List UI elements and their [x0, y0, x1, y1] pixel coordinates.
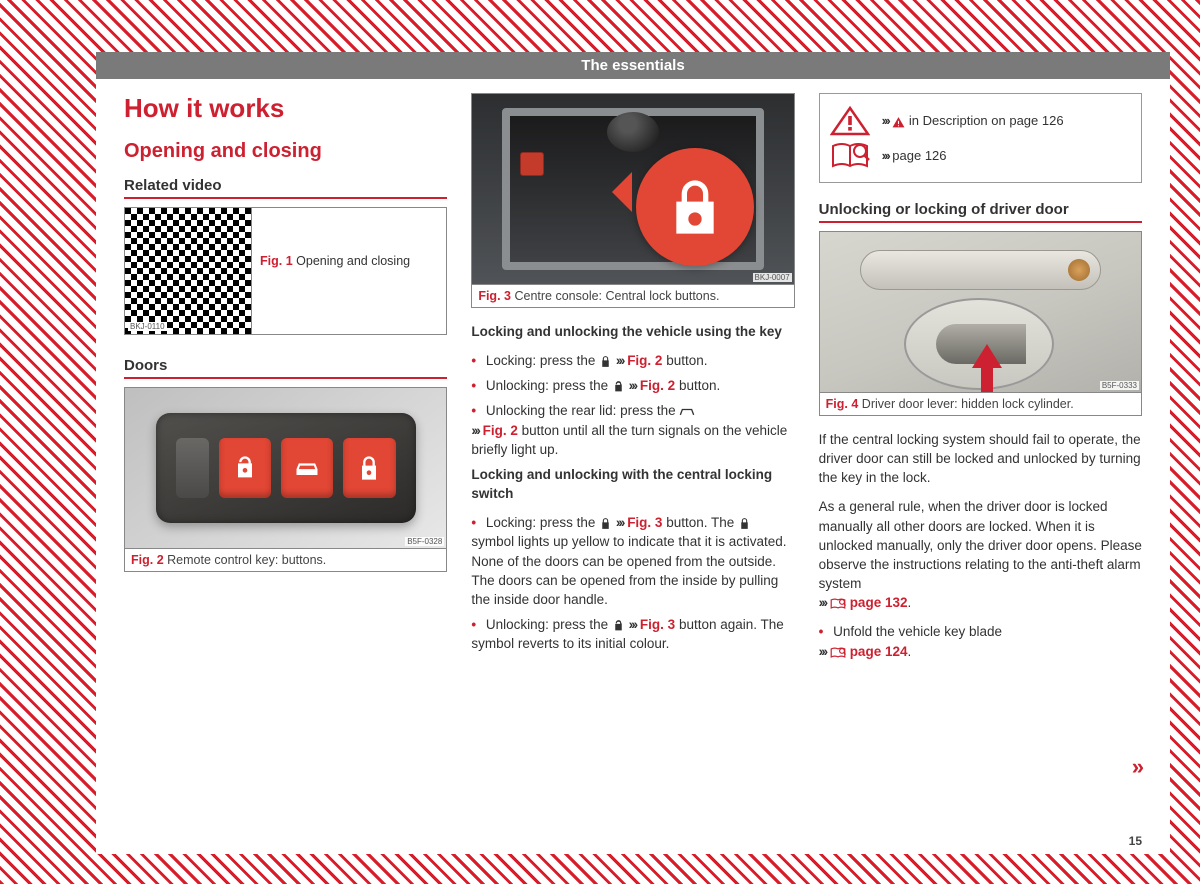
gear-knob-icon [607, 112, 659, 152]
bullet-central-lock: Locking: press the ››› Fig. 3 button. Th… [471, 513, 794, 609]
figure-3-image: BKJ-0007 [472, 94, 793, 284]
figure-1-caption: Opening and closing [296, 254, 410, 268]
driver-door-title: Unlocking or locking of driver door [819, 201, 1142, 223]
lock-callout-circle [636, 148, 754, 266]
columns-wrapper: How it works Opening and closing Related… [96, 93, 1170, 677]
reference-text: page 126 [892, 148, 946, 163]
sub-heading: Opening and closing [124, 140, 447, 163]
bullet-rear-lid: Unlocking the rear lid: press the ››› Fi… [471, 401, 794, 458]
reference-chevron-icon: ››› [629, 617, 637, 632]
reference-chevron-icon: ››› [819, 595, 827, 610]
warning-icon [830, 106, 870, 136]
reference-row-warning: ››› in Description on page 126 [830, 106, 1131, 136]
small-lock-button-icon [520, 152, 544, 176]
bullet-lock-key: Locking: press the ››› Fig. 2 button. [471, 351, 794, 370]
figure-2-box: B5F-0328 Fig. 2 Remote control key: butt… [124, 387, 447, 572]
lock-icon [663, 175, 727, 239]
header-bar: The essentials [96, 52, 1170, 79]
page-reference: page 124 [850, 644, 908, 659]
bullet-unlock-key: Unlocking: press the ››› Fig. 2 button. [471, 376, 794, 395]
figure-4-label: Fig. 4 [826, 397, 859, 411]
reference-chevron-icon: ››› [629, 378, 637, 393]
image-id-label: B5F-0328 [405, 537, 444, 546]
figure-2-label: Fig. 2 [131, 553, 164, 567]
figure-3-label: Fig. 3 [478, 289, 511, 303]
lock-closed-icon [599, 517, 612, 530]
main-heading: How it works [124, 93, 447, 124]
reference-chevron-icon: ››› [616, 515, 624, 530]
unlock-button-icon [219, 438, 271, 498]
lock-closed-icon [738, 517, 751, 530]
figure-4-caption: Driver door lever: hidden lock cylinder. [862, 397, 1074, 411]
column-3: ››› in Description on page 126 ››› [819, 93, 1142, 667]
figure-2-image: B5F-0328 [125, 388, 446, 548]
reference-chevron-icon: ››› [882, 113, 889, 128]
lock-indicator-icon [1068, 259, 1090, 281]
subheading-central-switch: Locking and unlocking with the central l… [471, 465, 794, 503]
arrow-up-icon [972, 344, 1002, 392]
reference-chevron-icon: ››› [471, 423, 479, 438]
page-number: 15 [1129, 834, 1142, 848]
reference-chevron-icon: ››› [882, 148, 889, 163]
figure-4-caption-bar: Fig. 4 Driver door lever: hidden lock cy… [820, 392, 1141, 415]
bullet-central-unlock: Unlocking: press the ››› Fig. 3 button a… [471, 615, 794, 653]
figure-1-label: Fig. 1 [260, 254, 293, 268]
book-magnifier-icon [830, 646, 846, 659]
figure-2-caption: Remote control key: buttons. [167, 553, 326, 567]
figure-3-caption-bar: Fig. 3 Centre console: Central lock butt… [472, 284, 793, 307]
door-handle-icon [860, 250, 1101, 290]
page-container: The essentials How it works Opening and … [96, 52, 1170, 854]
image-id-label: BKJ-0110 [128, 322, 167, 331]
column-1: How it works Opening and closing Related… [124, 93, 447, 667]
qr-code-icon: BKJ-0110 [124, 207, 252, 335]
figure-3-caption: Centre console: Central lock buttons. [514, 289, 719, 303]
fig-reference: Fig. 2 [640, 378, 675, 393]
doors-title: Doors [124, 357, 447, 379]
subheading-key: Locking and unlocking the vehicle using … [471, 322, 794, 341]
figure-4-image: B5F-0333 [820, 232, 1141, 392]
reference-box: ››› in Description on page 126 ››› [819, 93, 1142, 183]
page-reference: page 132 [850, 595, 908, 610]
reference-text: in Description on page 126 [909, 113, 1064, 128]
figure-1-caption-cell: Fig. 1 Opening and closing [252, 207, 447, 335]
book-magnifier-icon [830, 597, 846, 610]
lock-closed-icon [599, 355, 612, 368]
key-blade-icon [176, 438, 209, 498]
column-2: BKJ-0007 Fig. 3 Centre console: Central … [471, 93, 794, 667]
image-id-label: B5F-0333 [1100, 381, 1139, 390]
reference-chevron-icon: ››› [616, 353, 624, 368]
rear-lid-icon [679, 406, 695, 417]
warning-small-icon [892, 116, 905, 129]
fig-reference: Fig. 3 [627, 515, 662, 530]
lock-button-icon [343, 438, 395, 498]
bullet-unfold-key: Unfold the vehicle key blade ››› page 12… [819, 622, 1142, 660]
reference-chevron-icon: ››› [819, 644, 827, 659]
fig-reference: Fig. 2 [483, 423, 518, 438]
figure-3-box: BKJ-0007 Fig. 3 Centre console: Central … [471, 93, 794, 308]
reference-row-book: ››› page 126 [830, 140, 1131, 170]
lock-open-icon [612, 619, 625, 632]
rear-lid-button-icon [281, 438, 333, 498]
lock-open-icon [612, 380, 625, 393]
figure-4-box: B5F-0333 Fig. 4 Driver door lever: hidde… [819, 231, 1142, 416]
driver-door-para-1: If the central locking system should fai… [819, 430, 1142, 487]
figure-1-box: BKJ-0110 Fig. 1 Opening and closing [124, 207, 447, 335]
related-video-title: Related video [124, 177, 447, 199]
image-id-label: BKJ-0007 [753, 273, 792, 282]
driver-door-para-2: As a general rule, when the driver door … [819, 497, 1142, 612]
fig-reference: Fig. 3 [640, 617, 675, 632]
remote-key-body [156, 413, 416, 523]
book-magnifier-icon [830, 140, 870, 170]
continuation-chevron-icon: » [1132, 754, 1140, 780]
figure-2-caption-bar: Fig. 2 Remote control key: buttons. [125, 548, 446, 571]
fig-reference: Fig. 2 [627, 353, 662, 368]
